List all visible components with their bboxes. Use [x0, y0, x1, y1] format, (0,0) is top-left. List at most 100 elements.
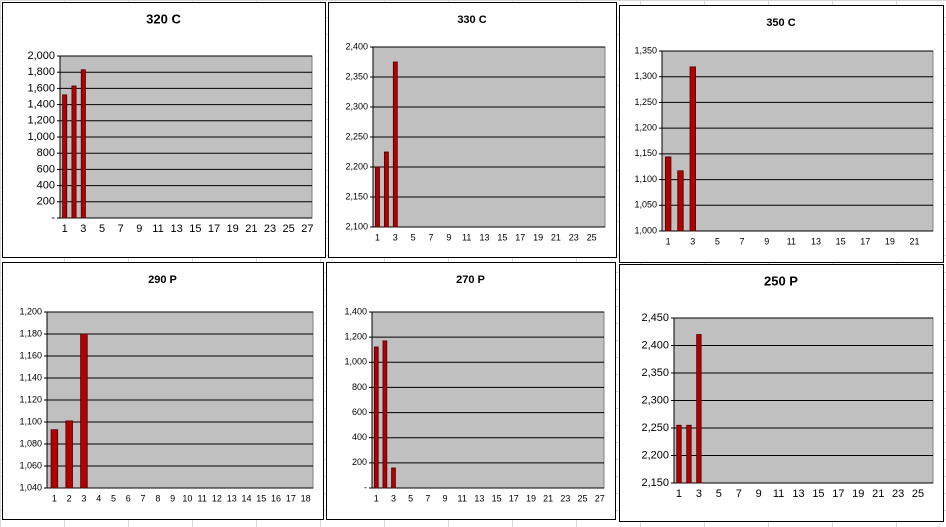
x-tick-label: 3 [391, 493, 396, 503]
y-tick-label: 1,000 [634, 225, 657, 235]
x-tick-label: 17 [832, 488, 844, 500]
x-tick-label: 11 [152, 223, 163, 235]
x-tick-label: 11 [462, 232, 471, 242]
x-tick-label: 5 [408, 493, 413, 503]
x-tick-label: 1 [52, 493, 57, 503]
y-tick-label: 1,080 [19, 438, 42, 448]
x-tick-label: 11 [787, 236, 796, 246]
x-tick-label: 11 [458, 493, 467, 503]
x-tick-label: 19 [533, 232, 543, 242]
x-tick-label: 9 [446, 232, 451, 242]
y-tick-label: 600 [352, 407, 367, 417]
y-tick-label: 2,250 [345, 131, 368, 141]
x-tick-label: 9 [764, 236, 769, 246]
x-tick-label: 21 [872, 488, 884, 500]
x-tick-label: 23 [892, 488, 904, 500]
y-tick-label: 1,140 [19, 372, 42, 382]
x-tick-label: 19 [526, 493, 536, 503]
x-tick-label: 7 [740, 236, 745, 246]
y-tick-label: 2,300 [641, 394, 669, 406]
x-tick-label: 13 [474, 493, 484, 503]
y-tick-label: 2,350 [641, 367, 669, 379]
y-tick-label: 200 [352, 457, 367, 467]
y-tick-label: 1,300 [634, 71, 657, 81]
x-tick-label: 17 [509, 493, 519, 503]
x-tick-label: 14 [241, 493, 251, 503]
y-tick-label: 200 [37, 196, 55, 208]
y-tick-label: 1,250 [634, 97, 657, 107]
y-tick-label: 2,450 [641, 312, 669, 324]
chart-title: 290 P [148, 274, 177, 286]
x-tick-label: 13 [792, 488, 804, 500]
bar [65, 420, 73, 489]
y-tick-label: 1,000 [344, 357, 367, 367]
y-tick-label: 1,040 [19, 482, 42, 492]
x-tick-label: 1 [62, 223, 68, 235]
y-tick-label: 1,400 [27, 99, 55, 111]
y-tick-label: 2,250 [641, 422, 669, 434]
y-tick-label: 600 [37, 163, 55, 175]
chart-title: 270 P [456, 274, 485, 286]
x-tick-label: 17 [208, 223, 220, 235]
y-tick-label: 2,400 [345, 41, 368, 51]
x-tick-label: 18 [301, 493, 311, 503]
y-tick-label: 1,060 [19, 460, 42, 470]
chart-title: 350 C [766, 17, 795, 29]
x-tick-label: 11 [773, 488, 784, 500]
bar [80, 333, 88, 489]
x-tick-label: 19 [852, 488, 864, 500]
x-tick-label: 7 [428, 232, 433, 242]
x-tick-label: 5 [99, 223, 105, 235]
bar [50, 429, 59, 489]
y-tick-label: 1,200 [27, 115, 55, 127]
x-tick-label: 1 [666, 236, 671, 246]
bar [383, 151, 389, 228]
y-tick-label: 1,000 [27, 131, 55, 143]
x-tick-label: 23 [264, 223, 276, 235]
x-tick-label: 12 [212, 493, 222, 503]
x-tick-label: 19 [885, 236, 895, 246]
y-tick-label: 1,400 [344, 306, 367, 316]
x-tick-label: 13 [171, 223, 183, 235]
x-tick-label: 1 [375, 232, 380, 242]
x-tick-label: 16 [271, 493, 281, 503]
bar [71, 85, 77, 219]
y-tick-label: 800 [352, 382, 367, 392]
bar [375, 166, 380, 228]
x-tick-label: 5 [411, 232, 416, 242]
x-tick-label: 9 [170, 493, 175, 503]
y-tick-label: 2,300 [345, 101, 368, 111]
y-tick-label: 2,400 [641, 339, 669, 351]
y-tick-label: 2,100 [345, 221, 368, 231]
chart-title: 320 C [146, 11, 181, 26]
y-tick-label: 2,200 [641, 449, 669, 461]
y-tick-label: 800 [37, 147, 55, 159]
x-tick-label: 13 [480, 232, 490, 242]
y-tick-label: 2,350 [345, 71, 368, 81]
x-tick-label: 9 [443, 493, 448, 503]
x-tick-label: 21 [245, 223, 257, 235]
x-tick-label: 1 [676, 488, 682, 500]
x-tick-label: 15 [497, 232, 507, 242]
x-tick-label: 9 [136, 223, 142, 235]
y-tick-label: 1,100 [634, 174, 657, 184]
plot-area [661, 50, 934, 232]
y-tick-label: 1,050 [634, 200, 657, 210]
y-tick-label: 1,160 [19, 350, 42, 360]
x-tick-label: 13 [811, 236, 821, 246]
x-tick-label: 11 [197, 493, 206, 503]
y-tick-label: 2,150 [641, 477, 669, 489]
y-tick-label: 1,150 [634, 148, 657, 158]
x-tick-label: 5 [716, 488, 722, 500]
x-tick-label: 4 [96, 493, 101, 503]
x-tick-label: 23 [569, 232, 579, 242]
y-tick-label: 1,100 [19, 416, 42, 426]
x-tick-label: 15 [189, 223, 201, 235]
x-tick-label: 17 [286, 493, 296, 503]
x-tick-label: 6 [126, 493, 131, 503]
y-tick-label: 1,180 [19, 328, 42, 338]
chart-title: 250 P [764, 273, 798, 288]
y-tick-label: - [51, 212, 55, 224]
x-tick-label: 8 [155, 493, 160, 503]
x-tick-label: 3 [81, 493, 86, 503]
